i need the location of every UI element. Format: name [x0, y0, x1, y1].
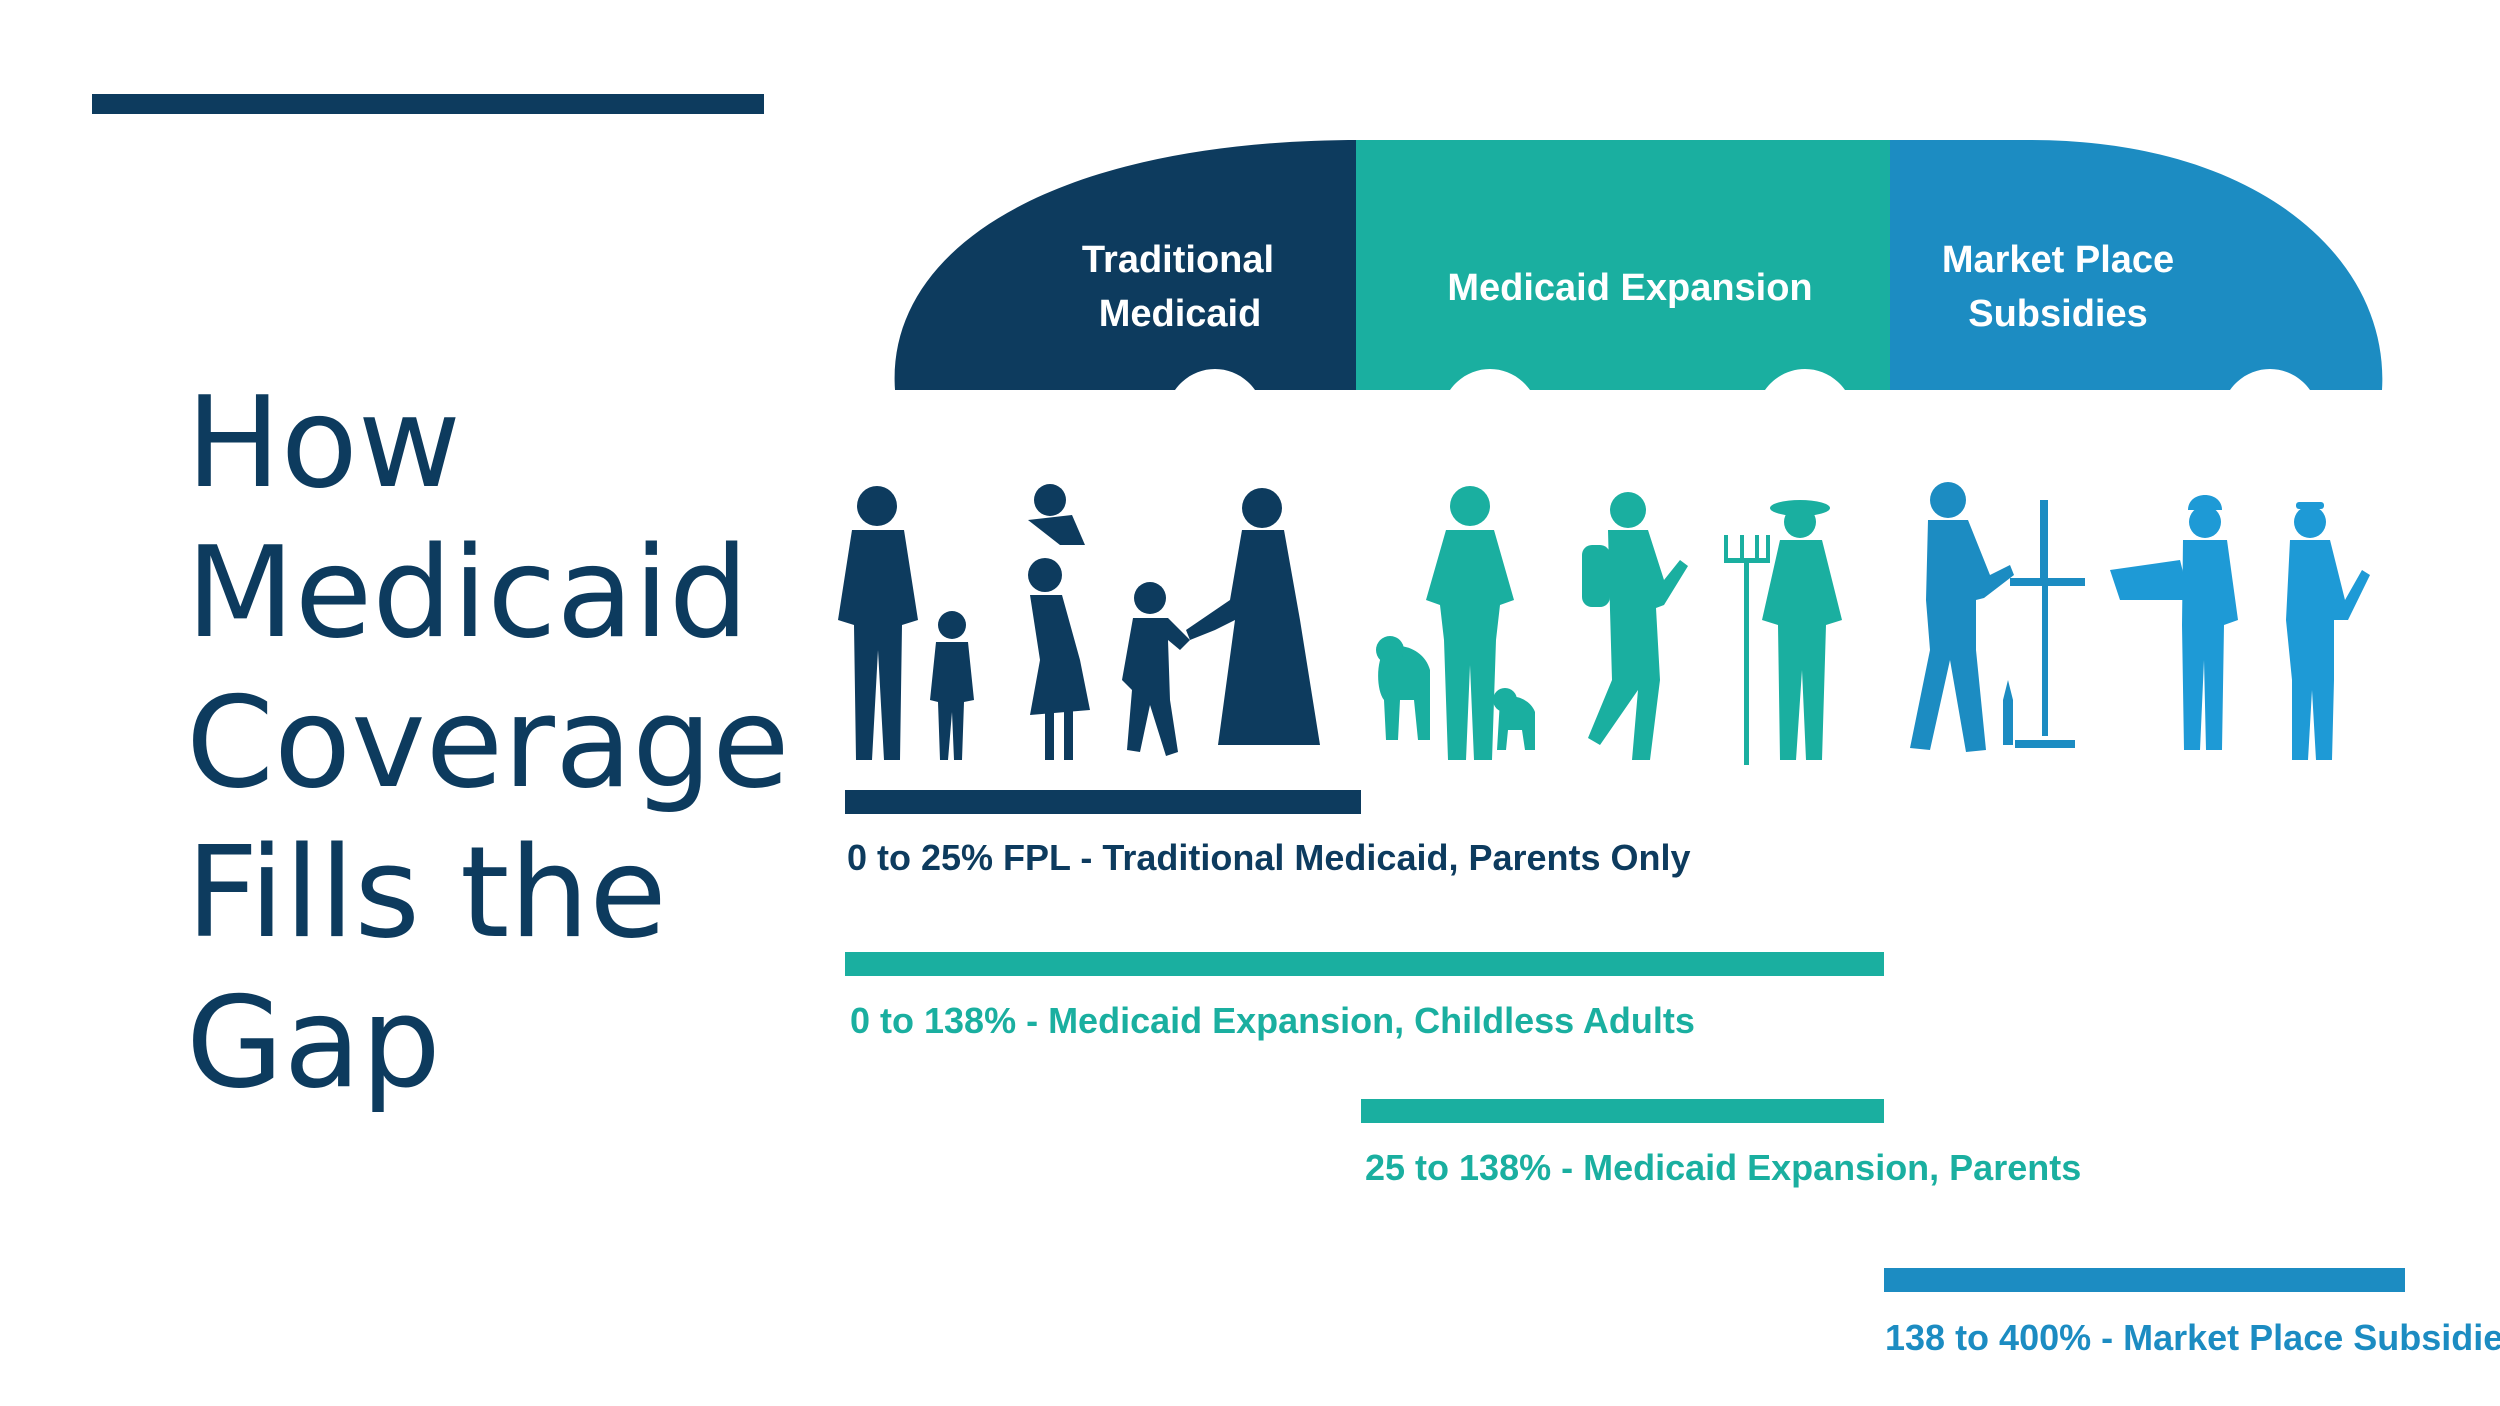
farmer-with-pitchfork-icon	[1724, 500, 1842, 765]
umbrella-label-marketplace-1: Market Place	[1942, 239, 2174, 281]
coverage-label-marketplace-subsidies: 138 to 400% - Market Place Subsidies	[1885, 1317, 2500, 1358]
coverage-bar-expansion-childless-adults	[845, 952, 1884, 976]
title-line-4: Fills the	[186, 819, 667, 966]
umbrella-label-traditional-2: Medicaid	[1099, 293, 1262, 335]
title-line-5: Gap	[186, 969, 441, 1116]
coverage-bar-traditional-parents	[845, 790, 1361, 814]
umbrella-segment-expansion	[1356, 140, 1890, 390]
worker-with-hard-hat-icon	[2110, 495, 2238, 750]
coverage-bar-expansion-parents	[1361, 1099, 1884, 1123]
father-with-child-icon	[838, 486, 974, 760]
hiker-with-phone-icon	[1582, 492, 1688, 760]
mother-lifting-child-icon	[1028, 484, 1090, 760]
page-title: How Medicaid Coverage Fills the Gap	[186, 368, 790, 1118]
coverage-bar-marketplace-subsidies	[1884, 1268, 2405, 1292]
umbrella-label-marketplace-2: Subsidies	[1968, 293, 2148, 335]
title-line-2: Medicaid	[186, 519, 749, 666]
coverage-bars	[845, 790, 2405, 1292]
nurse-with-tablet-icon	[2286, 502, 2370, 760]
woman-holding-child-hand-icon	[1122, 488, 1320, 756]
coverage-label-expansion-parents: 25 to 138% - Medicaid Expansion, Parents	[1365, 1147, 2081, 1188]
umbrella-label-expansion: Medicaid Expansion	[1447, 267, 1812, 309]
worker-at-desk-icon	[1910, 482, 2085, 752]
umbrella-label-traditional-1: Traditional	[1082, 239, 1274, 281]
people-silhouettes	[838, 482, 2370, 765]
coverage-label-traditional-parents: 0 to 25% FPL - Traditional Medicaid, Par…	[847, 837, 1691, 878]
man-with-dogs-icon	[1376, 486, 1535, 760]
coverage-label-expansion-childless-adults: 0 to 138% - Medicaid Expansion, Childles…	[850, 1000, 1695, 1041]
title-line-3: Coverage	[186, 669, 790, 816]
title-line-1: How	[186, 369, 461, 516]
top-rule	[92, 94, 764, 114]
